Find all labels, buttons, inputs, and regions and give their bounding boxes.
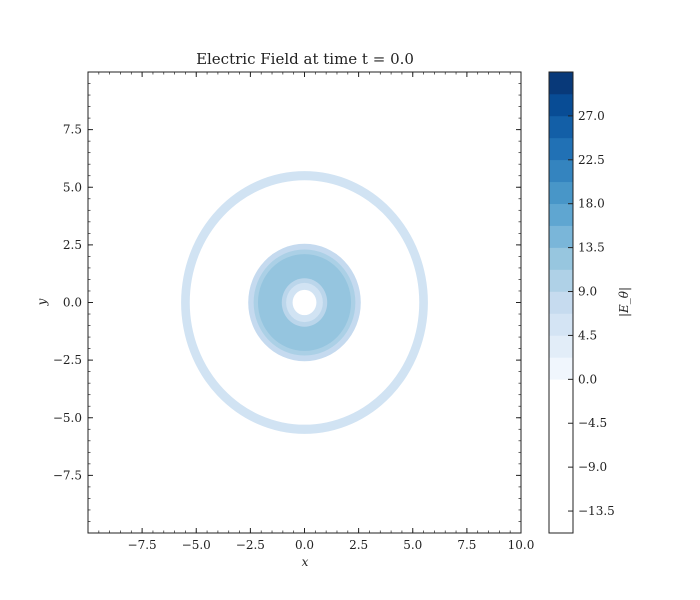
x-tick-label: 2.5 bbox=[349, 538, 368, 552]
x-tick-label: −2.5 bbox=[236, 538, 265, 552]
y-tick-label: −5.0 bbox=[53, 411, 82, 425]
field-plot bbox=[88, 72, 521, 533]
colorbar-tick-label: −9.0 bbox=[578, 460, 607, 474]
field-region-inner-hole bbox=[292, 289, 317, 316]
colorbar-segment bbox=[549, 467, 573, 490]
colorbar-tick-label: −4.5 bbox=[578, 416, 607, 430]
colorbar-segment bbox=[549, 489, 573, 512]
colorbar-segment bbox=[549, 225, 573, 248]
x-tick-label: 5.0 bbox=[403, 538, 422, 552]
x-tick-label: −5.0 bbox=[182, 538, 211, 552]
colorbar-tick-label: 4.5 bbox=[578, 328, 597, 342]
colorbar-tick-label: 9.0 bbox=[578, 285, 597, 299]
colorbar-segment bbox=[549, 93, 573, 117]
colorbar-segment bbox=[549, 181, 573, 205]
x-tick-label: 7.5 bbox=[457, 538, 476, 552]
y-tick-label: 2.5 bbox=[63, 238, 82, 252]
y-tick-label: 7.5 bbox=[63, 123, 82, 137]
colorbar-segment bbox=[549, 401, 573, 424]
colorbar-tick-label: 18.0 bbox=[578, 197, 605, 211]
x-axis-label: x bbox=[302, 555, 309, 569]
colorbar-segment bbox=[549, 445, 573, 468]
colorbar-tick-label: −13.5 bbox=[578, 504, 615, 518]
colorbar-segment bbox=[549, 159, 573, 183]
colorbar-segment bbox=[549, 115, 573, 139]
colorbar-segment bbox=[549, 313, 573, 336]
colorbar-segment bbox=[549, 291, 573, 314]
colorbar-segment bbox=[549, 379, 573, 402]
y-tick-label: 5.0 bbox=[63, 180, 82, 194]
x-tick-label: 0.0 bbox=[295, 538, 314, 552]
colorbar-segment bbox=[549, 137, 573, 161]
main-axes: −7.5 −5.0 −2.5 0.0 2.5 5.0 7.5 10.0 −7.5 −5.0 −2.5… bbox=[53, 71, 535, 552]
y-tick-label: 0.0 bbox=[63, 296, 82, 310]
y-axis-label: y bbox=[35, 298, 49, 306]
colorbar-segment bbox=[549, 335, 573, 358]
colorbar-tick-label: 0.0 bbox=[578, 372, 597, 386]
colorbar-tick-label: 22.5 bbox=[578, 153, 605, 167]
colorbar-segment bbox=[549, 247, 573, 270]
colorbar-segment bbox=[549, 423, 573, 446]
colorbar: −13.5 −9.0 −4.5 0.0 4.5 9.0 13.5 18.0 22.5 27.0 bbox=[548, 71, 615, 534]
colorbar-segment bbox=[549, 511, 573, 534]
x-tick-label: 10.0 bbox=[508, 538, 535, 552]
y-tick-label: −2.5 bbox=[53, 353, 82, 367]
colorbar-segment bbox=[549, 203, 573, 226]
colorbar-tick-label: 27.0 bbox=[578, 109, 605, 123]
colorbar-segment bbox=[549, 269, 573, 292]
x-tick-label: −7.5 bbox=[128, 538, 157, 552]
colorbar-frame bbox=[548, 71, 574, 534]
colorbar-segment bbox=[549, 72, 573, 95]
y-tick-label: −7.5 bbox=[53, 468, 82, 482]
colorbar-segment bbox=[549, 357, 573, 380]
chart-title: Electric Field at time t = 0.0 bbox=[196, 50, 414, 68]
colorbar-label: |E_θ| bbox=[617, 287, 631, 317]
colorbar-tick-label: 13.5 bbox=[578, 241, 605, 255]
